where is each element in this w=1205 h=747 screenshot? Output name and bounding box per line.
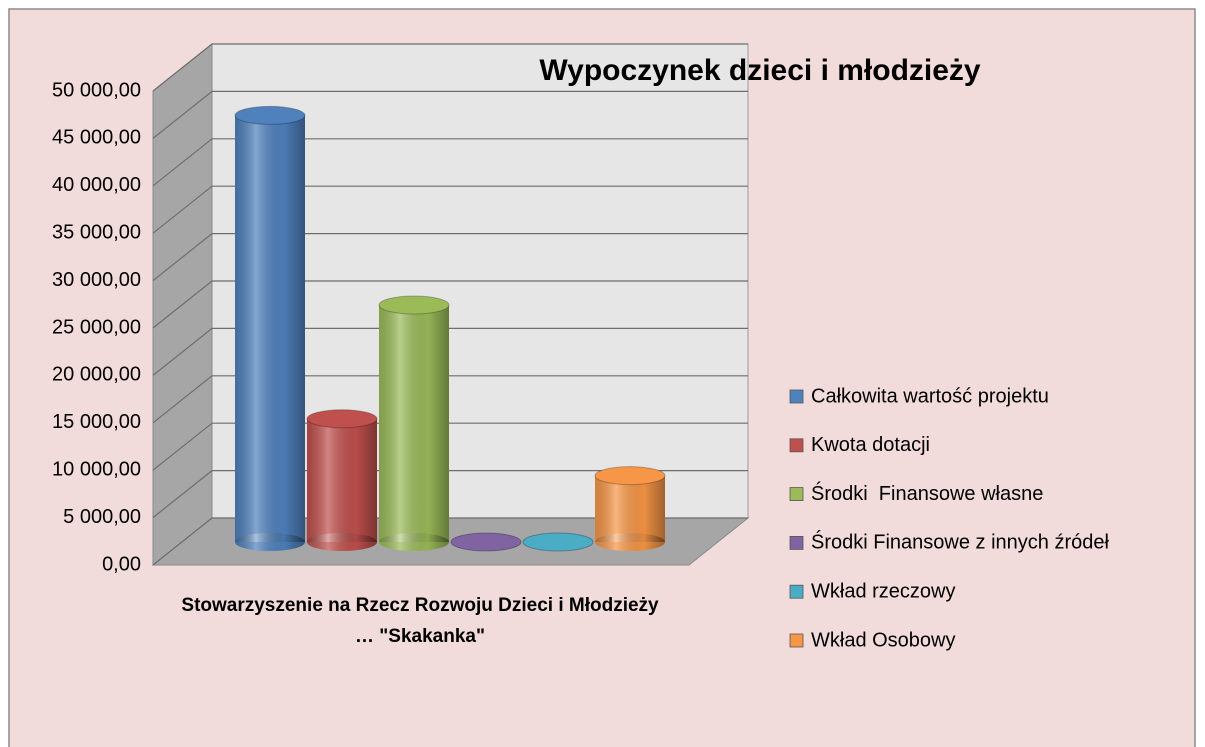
bar	[234, 105, 306, 551]
y-tick-label: 30 000,00	[52, 269, 141, 291]
bar-top	[306, 409, 378, 429]
legend-label: Całkowita wartość projektu	[811, 385, 1049, 407]
bar	[378, 295, 450, 551]
bar-top	[522, 532, 594, 552]
legend-swatch	[789, 438, 804, 453]
bar	[522, 532, 594, 552]
grid-line	[152, 517, 748, 566]
grid-line	[152, 327, 748, 376]
bar-shade	[595, 475, 665, 542]
bar-top	[450, 532, 522, 552]
grid-line	[152, 90, 748, 139]
y-tick-label: 20 000,00	[52, 364, 141, 386]
legend-label: Wkład rzeczowy	[811, 580, 955, 602]
y-tick-label: 10 000,00	[52, 458, 141, 480]
grid-line	[152, 233, 748, 282]
grid-line	[152, 138, 748, 187]
bar	[450, 532, 522, 552]
y-tick-label: 25 000,00	[52, 316, 141, 338]
grid-line	[152, 185, 748, 234]
grid-line	[152, 43, 748, 92]
y-tick-label: 50 000,00	[52, 79, 141, 101]
bar	[306, 409, 378, 551]
legend-label: Kwota dotacji	[811, 434, 930, 456]
grid-line	[152, 375, 748, 424]
bar-shade	[235, 115, 305, 543]
bar	[594, 466, 666, 551]
grid	[152, 43, 748, 566]
grid-line	[152, 422, 748, 471]
bar-shade	[379, 305, 449, 542]
grid-line	[152, 470, 748, 519]
y-tick-label: 5 000,00	[63, 506, 141, 528]
legend-swatch	[789, 633, 804, 648]
bars	[234, 105, 666, 552]
bar-shade	[307, 418, 377, 542]
y-tick-label: 40 000,00	[52, 174, 141, 196]
legend-swatch	[789, 584, 804, 599]
chart-title: Wypoczynek dzieci i młodzieży	[539, 54, 981, 87]
bar-top	[594, 466, 666, 486]
y-tick-label: 35 000,00	[52, 221, 141, 243]
y-tick-label: 0,00	[102, 553, 141, 575]
legend-label: Wkład Osobowy	[811, 629, 956, 651]
bar-top	[378, 295, 450, 315]
legend-swatch	[789, 536, 804, 550]
y-tick-label: 15 000,00	[52, 411, 141, 433]
grid-line	[152, 280, 748, 329]
bar-top	[234, 105, 306, 125]
legend-swatch	[789, 389, 804, 404]
legend-label: Środki Finansowe z innych źródeł	[811, 530, 1109, 554]
legend-swatch	[789, 487, 804, 502]
x-tick-label: Stowarzyszenie na Rzecz Rozwoju Dzieci i…	[181, 595, 659, 647]
legend-label: Środki Finansowe własne	[811, 481, 1043, 505]
y-tick-label: 45 000,00	[52, 127, 141, 149]
